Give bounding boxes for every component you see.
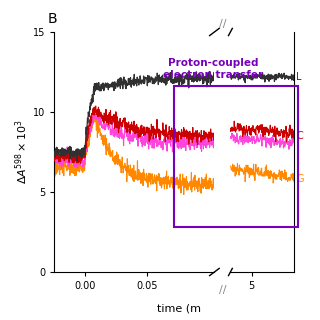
Text: G: G (296, 174, 304, 184)
Text: time (m: time (m (157, 304, 201, 314)
Text: B: B (48, 12, 58, 26)
Text: C: C (296, 131, 303, 141)
Y-axis label: $\Delta A^{598} \times 10^3$: $\Delta A^{598} \times 10^3$ (14, 120, 30, 184)
Text: L: L (296, 72, 302, 82)
Text: //: // (219, 19, 226, 29)
Text: //: // (219, 285, 226, 295)
Text: Proton-coupled
electron transfer: Proton-coupled electron transfer (163, 58, 263, 80)
